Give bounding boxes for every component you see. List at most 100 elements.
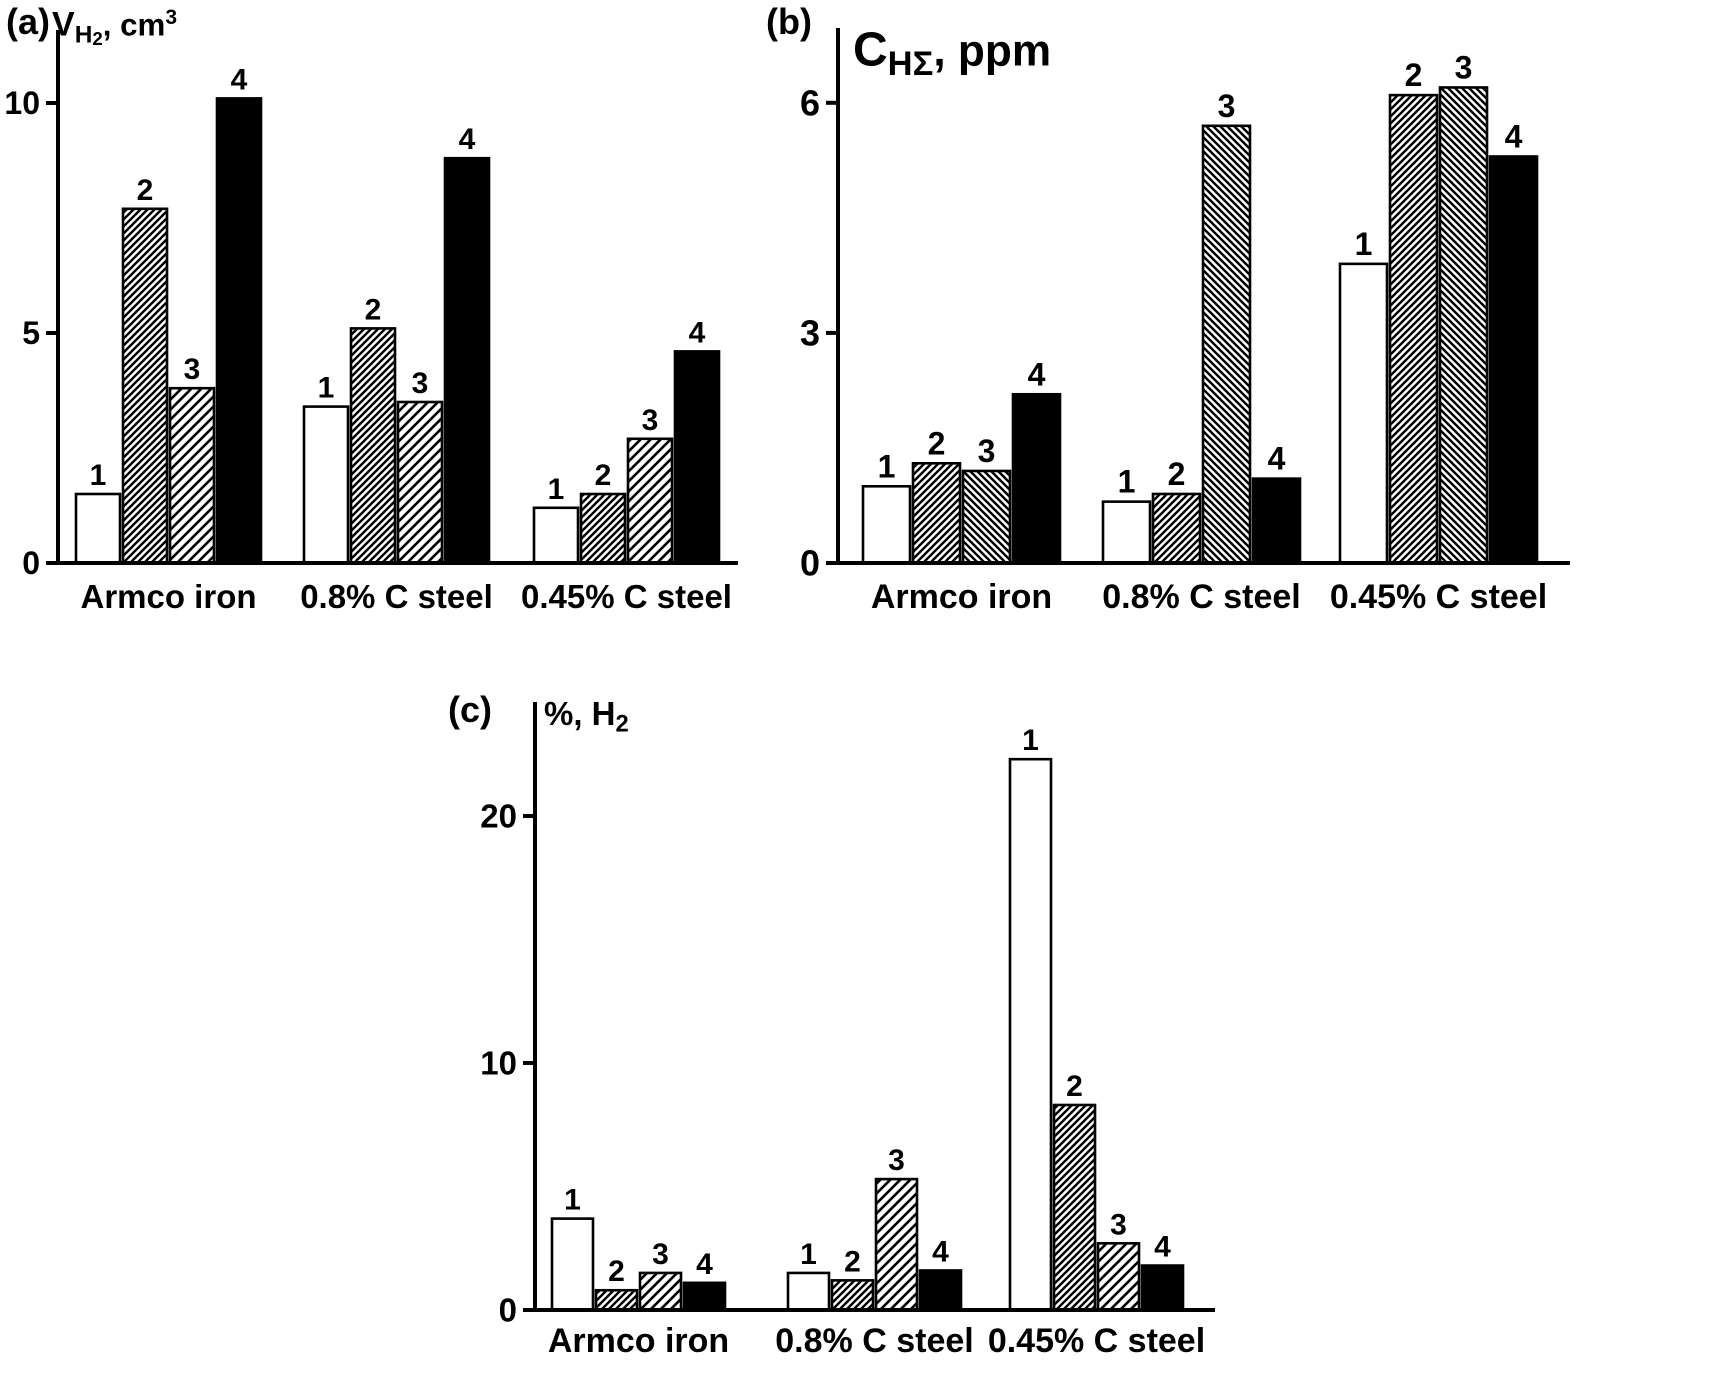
tick-label: 5: [22, 315, 40, 351]
bar-series4-cat1: [1251, 477, 1302, 565]
category-label: Armco iron: [80, 578, 256, 615]
bar-series-label: 2: [1066, 1070, 1083, 1103]
bar-series3-cat2: [626, 437, 674, 565]
bar-series-label: 4: [689, 316, 706, 349]
tick-label: 0: [22, 545, 40, 581]
tick-label: 0: [499, 1292, 517, 1329]
category-label: 0.8% C steel: [300, 578, 493, 615]
bar-series3-cat2: [1096, 1242, 1141, 1312]
bar-series-label: 2: [1405, 57, 1423, 93]
bar-series2-cat0: [121, 207, 169, 565]
bar-series-label: 4: [1028, 356, 1046, 392]
tick-label: 20: [480, 798, 517, 835]
bar-series-label: 3: [642, 404, 659, 437]
bar-series-label: 2: [844, 1245, 861, 1278]
ylabel-a-rest: , cm: [102, 7, 166, 43]
bar-series-label: 3: [412, 367, 429, 400]
ylabel-b-rest: , ppm: [933, 26, 1052, 76]
bar-series-label: 3: [652, 1238, 669, 1271]
bar-series-label: 4: [459, 123, 476, 156]
bar-series-label: 4: [1154, 1231, 1171, 1264]
panel-b: 1 2 3 4 Armco iron 1 2 3 4 0.8% C steel 1 2 3 4 0.45% …: [758, 0, 1719, 660]
bar-series1-cat2: [1338, 262, 1389, 565]
bar-series3-cat1: [396, 400, 444, 565]
panel-c-letter: (c): [448, 689, 492, 730]
bar-series4-cat2: [1488, 155, 1539, 565]
panel-b-letter: (b): [766, 1, 812, 42]
bar-series-label: 1: [90, 459, 107, 492]
bar-series-label: 2: [365, 293, 382, 326]
bar-series-label: 2: [928, 425, 946, 461]
bar-series-label: 3: [1110, 1208, 1127, 1241]
bar-series-label: 1: [1022, 724, 1039, 757]
panel-a: 1 2 3 4 Armco iron 1 2 3 4 0.8% C steel 1 2 3 4 0.45% …: [0, 0, 745, 660]
bar-series1-cat0: [861, 484, 912, 565]
bar-series-label: 4: [1268, 441, 1286, 477]
bar-series3-cat0: [961, 469, 1012, 565]
bar-series4-cat1: [443, 156, 491, 565]
bar-series2-cat0: [911, 461, 962, 565]
category-label: 0.8% C steel: [775, 1322, 973, 1360]
ylabel-c-sub: 2: [615, 710, 629, 738]
ylabel-a-subsub: 2: [92, 27, 103, 49]
bar-series-label: 1: [564, 1184, 581, 1217]
bar-series-label: 3: [888, 1144, 905, 1177]
panel-c: 1 2 3 4 Armco iron 1 2 3 4 0.8% C steel 1 2 3 4 0.45% …: [440, 680, 1240, 1379]
bar-series-label: 3: [1455, 49, 1473, 85]
category-label: Armco iron: [548, 1322, 729, 1360]
y-axis-title-c: %, H2: [544, 695, 629, 739]
bar-series4-cat0: [682, 1281, 727, 1312]
bar-series-label: 1: [1118, 464, 1136, 500]
category-label: Armco iron: [871, 578, 1052, 616]
tick-label: 10: [4, 85, 40, 121]
tick-label: 6: [800, 82, 820, 123]
ylabel-b-main: C: [853, 23, 888, 77]
bar-series4-cat1: [918, 1269, 963, 1312]
bar-series-label: 4: [231, 63, 248, 96]
bar-series-label: 1: [800, 1238, 817, 1271]
bar-series-label: 3: [978, 433, 996, 469]
tick-label: 10: [480, 1045, 517, 1082]
ylabel-b-sub: HΣ: [887, 45, 934, 84]
bar-series-label: 2: [1168, 456, 1186, 492]
bar-series-label: 4: [932, 1235, 949, 1268]
bar-series2-cat1: [830, 1279, 875, 1312]
bar-series-label: 1: [548, 473, 565, 506]
bar-series-label: 1: [878, 448, 896, 484]
bar-series1-cat1: [786, 1271, 831, 1312]
category-label: 0.8% C steel: [1102, 578, 1300, 616]
bar-series4-cat0: [215, 97, 263, 565]
panel-a-letter: (a): [6, 1, 50, 42]
ylabel-c-main: %, H: [544, 695, 616, 732]
bar-series1-cat0: [550, 1217, 595, 1312]
bar-series4-cat2: [673, 350, 721, 565]
bar-series2-cat1: [1151, 492, 1202, 565]
ylabel-a-main: V: [52, 5, 75, 44]
bar-series-label: 4: [696, 1248, 713, 1281]
y-axis-title-b: CHΣ, ppm: [853, 23, 1052, 85]
bar-series3-cat1: [1201, 124, 1252, 565]
bar-series-label: 3: [184, 353, 201, 386]
bar-series1-cat0: [74, 492, 122, 565]
bar-series4-cat0: [1011, 392, 1062, 565]
bar-series-label: 2: [137, 174, 154, 207]
category-label: 0.45% C steel: [1330, 578, 1547, 616]
bar-series2-cat2: [1052, 1103, 1097, 1312]
bar-series2-cat1: [349, 327, 397, 565]
ylabel-a-sub: H: [74, 21, 93, 49]
bar-series3-cat0: [638, 1271, 683, 1312]
bar-series2-cat0: [594, 1288, 639, 1312]
bar-series-label: 3: [1218, 88, 1236, 124]
bar-series1-cat2: [532, 506, 580, 565]
tick-label: 3: [800, 313, 820, 354]
bar-series2-cat2: [579, 492, 627, 565]
category-label: 0.45% C steel: [521, 578, 732, 615]
bar-series1-cat1: [1101, 500, 1152, 565]
bar-series1-cat2: [1008, 757, 1053, 1312]
category-label: 0.45% C steel: [988, 1322, 1205, 1360]
tick-label: 0: [800, 543, 820, 584]
